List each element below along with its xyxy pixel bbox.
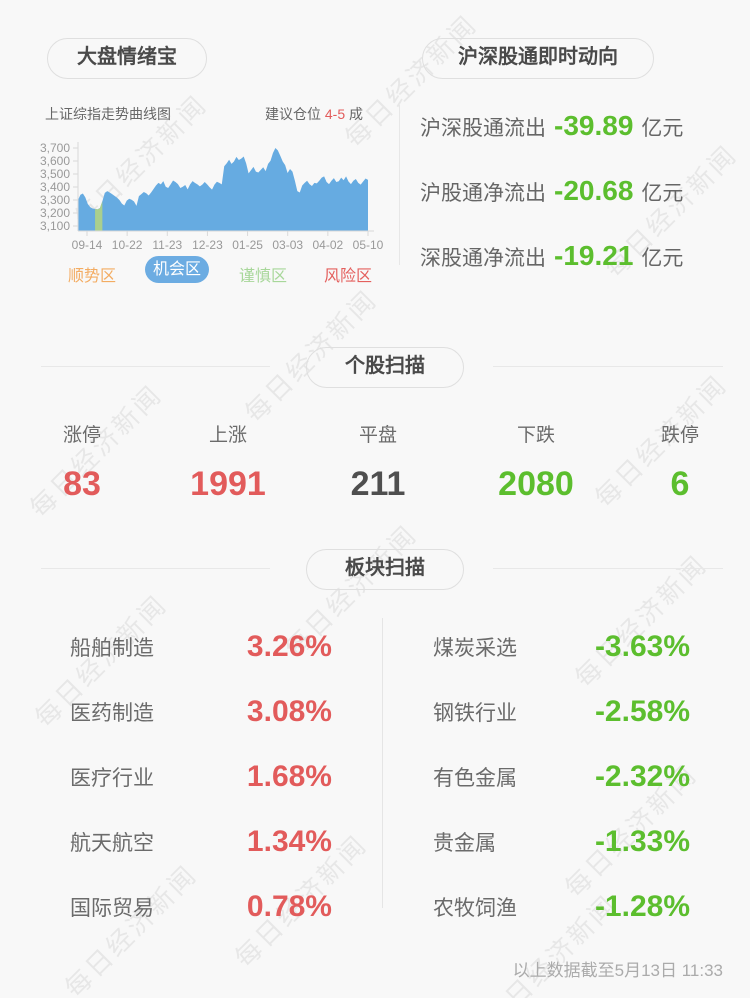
flow-value: -19.21: [554, 240, 634, 271]
svg-text:05-10: 05-10: [353, 238, 384, 252]
flow-unit: 亿元: [641, 247, 684, 270]
zone-caution-label: 谨慎区: [239, 268, 288, 285]
sector-label: 钢铁行业: [433, 702, 517, 725]
svg-text:12-23: 12-23: [192, 238, 223, 252]
watermark-text: 每日经济新闻: [58, 858, 204, 998]
divider-line: [41, 366, 270, 367]
stock-scan-label: 涨停: [62, 425, 102, 446]
svg-text:04-02: 04-02: [313, 238, 344, 252]
zone-opportunity-badge: 机会区: [145, 256, 209, 283]
sector-row: 煤炭采选 -3.63%: [433, 628, 690, 666]
stock-scan-value: 2080: [498, 465, 574, 503]
stock-scan-badge: 个股扫描: [306, 347, 464, 388]
advice-value: 4-5: [324, 106, 346, 122]
sector-label: 医药制造: [70, 702, 154, 725]
svg-text:10-22: 10-22: [112, 238, 143, 252]
northbound-section-badge: 沪深股通即时动向: [422, 38, 654, 79]
northbound-row: 深股通净流出 -19.21 亿元: [420, 240, 683, 272]
chart-title: 上证综指走势曲线图: [45, 106, 171, 122]
flow-unit: 亿元: [641, 117, 684, 140]
stock-scan-value: 83: [63, 465, 101, 503]
advice-prefix: 建议仓位: [265, 106, 321, 122]
zone-trend-label: 顺势区: [68, 268, 117, 285]
stock-scan-column: 涨停 83: [63, 420, 101, 504]
stock-scan-column: 平盘 211: [351, 420, 406, 504]
sector-row: 医疗行业 1.68%: [70, 758, 332, 796]
top-section-divider: [399, 105, 400, 265]
sector-label: 船舶制造: [70, 637, 154, 660]
sector-row: 国际贸易 0.78%: [70, 888, 332, 926]
flow-label: 沪深股通流出: [420, 117, 546, 140]
sector-label: 贵金属: [433, 832, 496, 855]
sentiment-chart: 3,7003,6003,5003,4003,3003,2003,10009-14…: [40, 141, 384, 252]
advice-suffix: 成: [349, 106, 364, 122]
position-advice: 建议仓位 4-5 成: [265, 104, 363, 124]
sector-row: 航天航空 1.34%: [70, 823, 332, 861]
stock-scan-value: 211: [350, 465, 406, 503]
svg-text:3,700: 3,700: [40, 141, 70, 155]
stock-scan-label: 跌停: [660, 425, 700, 446]
svg-text:3,500: 3,500: [40, 167, 70, 181]
sector-value: -3.63%: [594, 630, 690, 663]
svg-text:3,600: 3,600: [40, 154, 70, 168]
sector-value: 3.08%: [246, 695, 332, 728]
sector-value: -2.58%: [594, 695, 690, 728]
sector-label: 农牧饲渔: [433, 897, 517, 920]
svg-text:3,300: 3,300: [40, 193, 70, 207]
sector-value: 1.68%: [246, 760, 332, 793]
sector-row: 农牧饲渔 -1.28%: [433, 888, 690, 926]
divider-line: [493, 568, 723, 569]
stock-scan-value: 6: [670, 465, 690, 503]
flow-label: 沪股通净流出: [420, 182, 546, 205]
sector-value: 0.78%: [246, 890, 332, 923]
sector-label: 医疗行业: [70, 767, 154, 790]
stock-scan-label: 下跌: [516, 425, 556, 446]
stock-scan-label: 上涨: [208, 425, 248, 446]
sector-value: 1.34%: [246, 825, 332, 858]
flow-value: -20.68: [554, 175, 634, 206]
sector-label: 煤炭采选: [433, 637, 517, 660]
sector-value: 3.26%: [246, 630, 332, 663]
svg-text:11-23: 11-23: [152, 238, 182, 252]
sector-row: 钢铁行业 -2.58%: [433, 693, 690, 731]
sector-label: 有色金属: [433, 767, 517, 790]
stock-scan-column: 上涨 1991: [190, 420, 266, 504]
northbound-row: 沪深股通流出 -39.89 亿元: [420, 110, 683, 142]
flow-value: -39.89: [554, 110, 634, 141]
svg-text:3,400: 3,400: [40, 180, 70, 194]
divider-line: [493, 366, 723, 367]
stock-scan-value: 1991: [190, 465, 266, 503]
zone-risk-label: 风险区: [324, 268, 373, 285]
sector-row: 船舶制造 3.26%: [70, 628, 332, 666]
sentiment-section-badge: 大盘情绪宝: [47, 38, 207, 79]
northbound-row: 沪股通净流出 -20.68 亿元: [420, 175, 683, 207]
stock-scan-column: 下跌 2080: [498, 420, 574, 504]
sector-label: 航天航空: [70, 832, 154, 855]
sector-row: 医药制造 3.08%: [70, 693, 332, 731]
svg-text:01-25: 01-25: [232, 238, 263, 252]
data-cutoff-note: 以上数据截至5月13日 11:33: [512, 961, 723, 980]
stock-scan-column: 跌停 6: [661, 420, 699, 504]
sector-column-divider: [382, 618, 383, 908]
divider-line: [41, 568, 270, 569]
flow-label: 深股通净流出: [420, 247, 546, 270]
svg-text:09-14: 09-14: [72, 238, 103, 252]
sector-value: -1.28%: [594, 890, 690, 923]
sector-value: -1.33%: [594, 825, 690, 858]
sector-value: -2.32%: [594, 760, 690, 793]
svg-text:3,200: 3,200: [40, 206, 70, 220]
svg-text:3,100: 3,100: [40, 219, 70, 233]
sector-scan-badge: 板块扫描: [306, 549, 464, 590]
sector-label: 国际贸易: [70, 897, 154, 920]
stock-scan-label: 平盘: [358, 425, 398, 446]
flow-unit: 亿元: [641, 182, 684, 205]
sector-row: 有色金属 -2.32%: [433, 758, 690, 796]
sector-row: 贵金属 -1.33%: [433, 823, 690, 861]
svg-text:03-03: 03-03: [272, 238, 303, 252]
